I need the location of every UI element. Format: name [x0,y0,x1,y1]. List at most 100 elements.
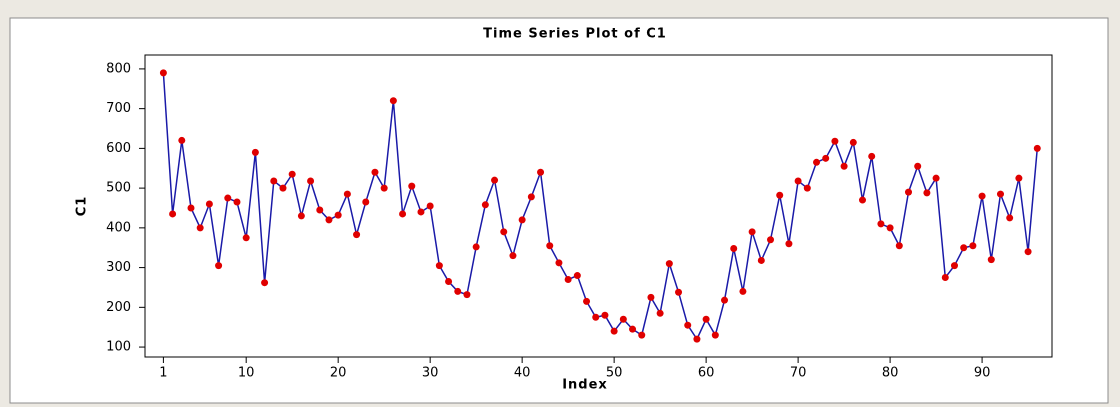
data-point [426,202,434,210]
data-point [1033,144,1041,152]
data-point [233,198,241,206]
data-point [996,190,1004,198]
data-point [279,184,287,192]
data-point [454,287,462,295]
data-point [702,315,710,323]
data-point [288,170,296,178]
data-point [583,297,591,305]
data-point [445,278,453,285]
data-point [629,325,637,333]
data-point [665,260,673,268]
x-tick-label: 60 [698,366,715,381]
data-point [849,138,857,146]
data-point [767,236,775,244]
data-point [564,276,572,284]
y-tick-label: 600 [106,141,131,156]
data-point [794,177,802,185]
data-point [169,210,177,218]
data-point [500,228,508,236]
x-tick-label: 90 [974,366,991,381]
data-point [895,242,903,250]
data-point [435,262,443,270]
data-point [941,274,949,282]
data-point [739,287,747,295]
data-point [923,189,931,197]
data-point [159,69,167,77]
x-tick-label: 50 [606,366,623,381]
x-tick-label: 20 [330,366,347,381]
y-tick-label: 100 [106,340,131,355]
data-point [638,331,646,339]
data-point [675,288,683,296]
data-point [389,97,397,105]
data-point [711,331,719,339]
x-tick-label: 30 [422,366,439,381]
data-point [546,242,554,250]
data-point [969,242,977,250]
data-point [224,194,232,202]
data-point [417,208,425,216]
data-point [813,158,821,166]
data-point [196,224,204,232]
data-point [316,206,324,214]
data-point [573,272,581,280]
x-tick-label: 70 [790,366,807,381]
x-axis-label: Index [562,378,608,393]
data-point [555,259,563,267]
data-point [932,174,940,182]
y-tick-label: 200 [106,300,131,315]
data-point [178,136,186,144]
y-tick-label: 300 [106,260,131,275]
data-point [831,137,839,145]
data-point [261,279,269,287]
data-point [730,245,738,253]
data-point [748,228,756,236]
data-point [840,162,848,170]
data-point [776,191,784,199]
data-point [325,216,333,224]
data-point [721,296,729,304]
data-point [886,224,894,232]
data-point [868,152,876,160]
x-tick-label: 40 [514,366,531,381]
data-point [463,291,471,299]
data-point [987,256,995,264]
data-point [647,293,655,301]
y-axis-label: C1 [75,196,90,217]
data-point [785,240,793,248]
data-point [822,154,830,162]
data-point [399,210,407,218]
y-tick-label: 800 [106,61,131,76]
data-point [610,327,618,335]
data-point [803,184,811,192]
y-tick-label: 700 [106,101,131,116]
data-point [537,168,545,176]
data-point [877,220,885,228]
chart-title: Time Series Plot of C1 [483,27,667,42]
data-point [270,177,278,185]
data-point [251,148,259,156]
data-point [960,244,968,252]
data-point [371,168,379,176]
data-point [619,315,627,323]
data-point [205,200,213,208]
data-point [380,184,388,192]
data-point [307,177,315,185]
data-point [914,162,922,170]
data-point [297,212,305,220]
data-point [481,201,489,209]
data-point [334,211,342,219]
y-tick-label: 500 [106,181,131,196]
data-point [950,262,958,270]
plot-area [144,54,1053,358]
data-point [472,243,480,251]
data-point [1015,174,1023,182]
data-point [408,182,416,190]
data-point [656,309,664,317]
data-point [978,192,986,200]
data-point [1024,248,1032,256]
data-point [215,262,223,270]
data-point [362,198,370,206]
data-point [1006,214,1014,222]
data-point [601,311,609,319]
